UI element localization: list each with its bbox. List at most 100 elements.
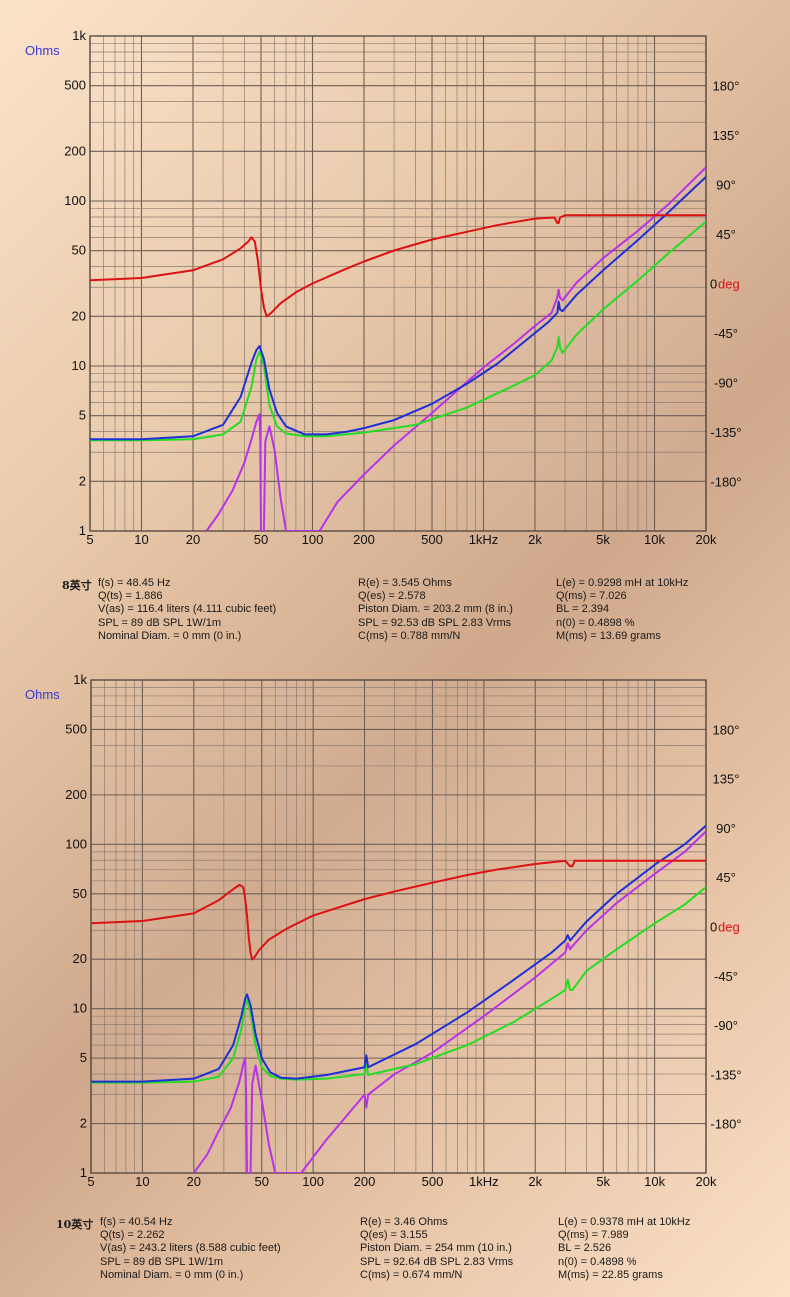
param-re: R(e) = 3.46 Ohms [360,1216,448,1228]
phase-tick-label: -135° [710,425,741,440]
phase-tick-label: 45° [716,870,736,885]
series-reactance-line [205,166,706,531]
x-tick-label: 200 [354,1174,376,1189]
panel-label-8in: 8英寸 [62,579,92,592]
x-tick-label: 2k [528,532,542,547]
phase-tick-label: 135° [713,772,740,787]
x-tick-label: 500 [421,532,443,547]
param-nominal-diam: Nominal Diam. = 0 mm (0 in.) [98,629,242,642]
x-tick-label: 200 [353,532,375,547]
param-spl-vrms: SPL = 92.64 dB SPL 2.83 Vrms [360,1255,514,1268]
y-tick-label: 200 [65,787,87,802]
y-tick-label: 2 [79,473,86,488]
chart-panel-8in: 5 10 20 50 100 200 500 1kHz 2k 5k 10k 20k 1 2 5 10 20 50 1… [25,28,742,642]
param-cms: C(ms) = 0.788 mm/N [358,629,461,642]
y-tick-label: 10 [72,358,86,373]
plot-frame [90,679,707,1174]
param-re: R(e) = 3.545 Ohms [358,577,452,589]
x-tick-label: 20 [187,1174,201,1189]
series-impedance-line [90,176,706,441]
y-tick-label: 100 [65,836,87,851]
series-phase-line [91,859,706,961]
param-column-3: L(e) = 0.9298 mH at 10kHz Q(ms) = 7.026 … [556,577,688,643]
y-tick-label: 200 [64,143,86,158]
y-tick-label: 2 [80,1116,87,1131]
parameter-block-10in: 10英寸 f(s) = 40.54 Hz Q(ts) = 2.262 V(as)… [0,1215,790,1295]
param-vas: V(as) = 116.4 liters (4.111 cubic feet) [98,603,277,616]
param-n0: n(0) = 0.4898 % [558,1255,637,1268]
phase-tick-label: 45° [716,227,736,242]
y-tick-label: 50 [72,243,86,258]
y-tick-label: 20 [72,308,86,323]
x-tick-label: 500 [422,1174,444,1189]
phase-tick-label: 180° [713,79,740,94]
param-fs: f(s) = 48.45 Hz [98,577,171,589]
plot-area [91,680,706,1173]
phase-tick-label: 0 [710,277,717,292]
phase-tick-label: -135° [710,1067,741,1082]
param-column-1: f(s) = 40.54 Hz Q(ts) = 2.262 V(as) = 24… [100,1216,281,1282]
y-tick-label: 10 [73,1001,87,1016]
phase-tick-label: 0 [710,920,717,935]
param-piston-diam: Piston Diam. = 254 mm (10 in.) [360,1242,512,1255]
x-tick-label: 20k [696,1174,717,1189]
param-spl: SPL = 89 dB SPL 1W/1m [100,1255,223,1268]
grid [89,36,707,532]
parameter-block-8in: 8英寸 f(s) = 48.45 Hz Q(ts) = 1.886 V(as) … [0,576,790,656]
phase-tick-label: 135° [713,128,740,143]
param-column-2: R(e) = 3.545 Ohms Q(es) = 2.578 Piston D… [358,577,513,643]
x-tick-label: 10k [644,1174,665,1189]
x-tick-label: 5 [87,1174,94,1189]
param-qes: Q(es) = 3.155 [360,1229,428,1242]
x-tick-label: 2k [528,1174,542,1189]
param-le: L(e) = 0.9298 mH at 10kHz [556,577,689,589]
y-tick-label: 1k [73,672,87,687]
param-n0: n(0) = 0.4898 % [556,616,635,629]
y-tick-label: 1 [80,1165,87,1180]
param-mms: M(ms) = 22.85 grams [558,1268,663,1281]
impedance-chart-8in: 5 10 20 50 100 200 500 1kHz 2k 5k 10k 20k 1 2 5 10 20 50 1… [25,28,742,547]
param-qms: Q(ms) = 7.989 [558,1229,629,1242]
x-tick-label: 20k [696,532,717,547]
series-reactance-line [192,830,706,1173]
x-tick-label: 50 [254,532,268,547]
impedance-chart-10in: 5 10 20 50 100 200 500 1kHz 2k 5k 10k 20k 1 2 5 10 20 50 1… [25,672,742,1189]
y-tick-label: 500 [64,78,86,93]
panel-label-10in: 10英寸 [56,1218,94,1231]
param-qts: Q(ts) = 2.262 [100,1229,165,1242]
series-impedance-line [91,824,706,1083]
left-unit-label: Ohms [25,43,60,58]
y-tick-label: 5 [79,408,86,423]
x-tick-label: 5k [596,1174,610,1189]
chart-panel-10in: 5 10 20 50 100 200 500 1kHz 2k 5k 10k 20k 1 2 5 10 20 50 1… [0,643,790,1297]
right-unit-label: deg [718,277,740,292]
x-tick-label: 1kHz [469,1174,499,1189]
x-tick-label: 10 [135,1174,149,1189]
x-tick-label: 5 [86,532,93,547]
y-tick-label: 5 [80,1050,87,1065]
phase-tick-label: -90° [714,1018,738,1033]
phase-tick-label: 90° [716,178,736,193]
y-tick-label: 1k [72,28,86,43]
param-bl: BL = 2.394 [556,603,610,616]
plot-area [90,36,706,531]
phase-tick-label: 90° [716,821,736,836]
param-qms: Q(ms) = 7.026 [556,590,627,603]
param-nominal-diam: Nominal Diam. = 0 mm (0 in.) [100,1268,244,1281]
series-resistance-line [90,220,706,442]
param-vas: V(as) = 243.2 liters (8.588 cubic feet) [100,1242,281,1255]
param-bl: BL = 2.526 [558,1242,612,1255]
y-tick-label: 100 [64,193,86,208]
x-tick-label: 10 [134,532,148,547]
param-qts: Q(ts) = 1.886 [98,590,163,603]
x-tick-label: 1kHz [469,532,499,547]
phase-tick-label: -45° [714,969,738,984]
x-tick-label: 10k [644,532,665,547]
x-tick-label: 100 [302,1174,324,1189]
y-tick-label: 1 [79,523,86,538]
param-le: L(e) = 0.9378 mH at 10kHz [558,1216,691,1228]
param-spl: SPL = 89 dB SPL 1W/1m [98,616,221,629]
phase-tick-label: -90° [714,376,738,391]
left-unit-label: Ohms [25,687,60,702]
y-tick-label: 20 [73,951,87,966]
